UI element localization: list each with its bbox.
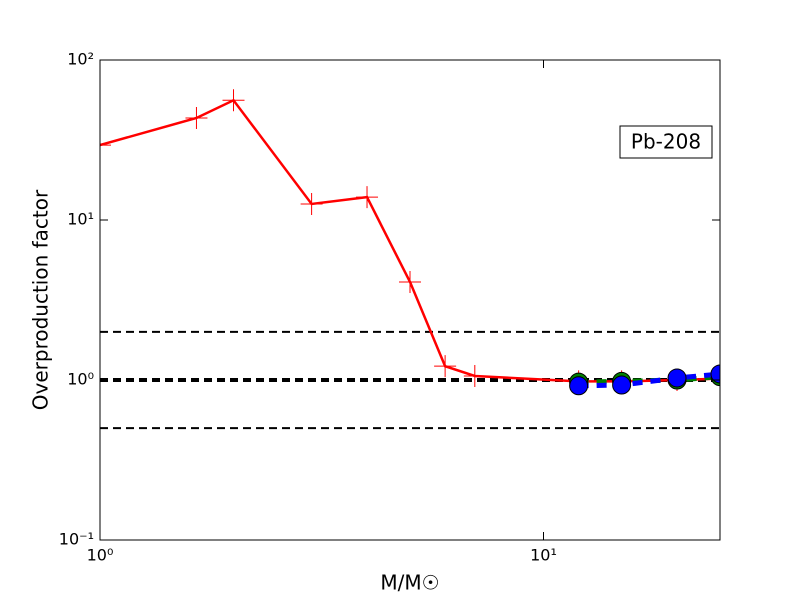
x-tick-label: 10⁰ — [87, 546, 114, 565]
point-marker — [434, 355, 457, 378]
y-tick-label: 10⁰ — [67, 370, 94, 389]
y-axis-label: Overproduction factor — [29, 189, 53, 410]
x-axis-label: M/M☉ — [380, 571, 439, 595]
point-marker — [569, 376, 589, 396]
y-tick-label: 10² — [67, 50, 94, 69]
point-marker — [399, 270, 421, 293]
point-marker — [185, 107, 208, 130]
point-marker — [222, 89, 245, 112]
point-marker — [667, 368, 687, 388]
x-tick-label: 10¹ — [530, 546, 557, 565]
y-tick-label: 10⁻¹ — [59, 530, 94, 549]
point-marker — [356, 186, 379, 209]
point-marker — [463, 364, 486, 387]
plot-area — [100, 89, 720, 430]
annotation: Pb-208 — [631, 130, 701, 154]
point-marker — [100, 134, 111, 157]
y-tick-label: 10¹ — [67, 210, 94, 229]
annotation-box — [619, 125, 713, 159]
axes-frame — [99, 59, 721, 541]
point-marker — [612, 375, 632, 395]
series-line — [578, 374, 720, 385]
point-marker — [300, 192, 323, 215]
point-marker — [710, 364, 720, 384]
series-line — [578, 371, 720, 389]
